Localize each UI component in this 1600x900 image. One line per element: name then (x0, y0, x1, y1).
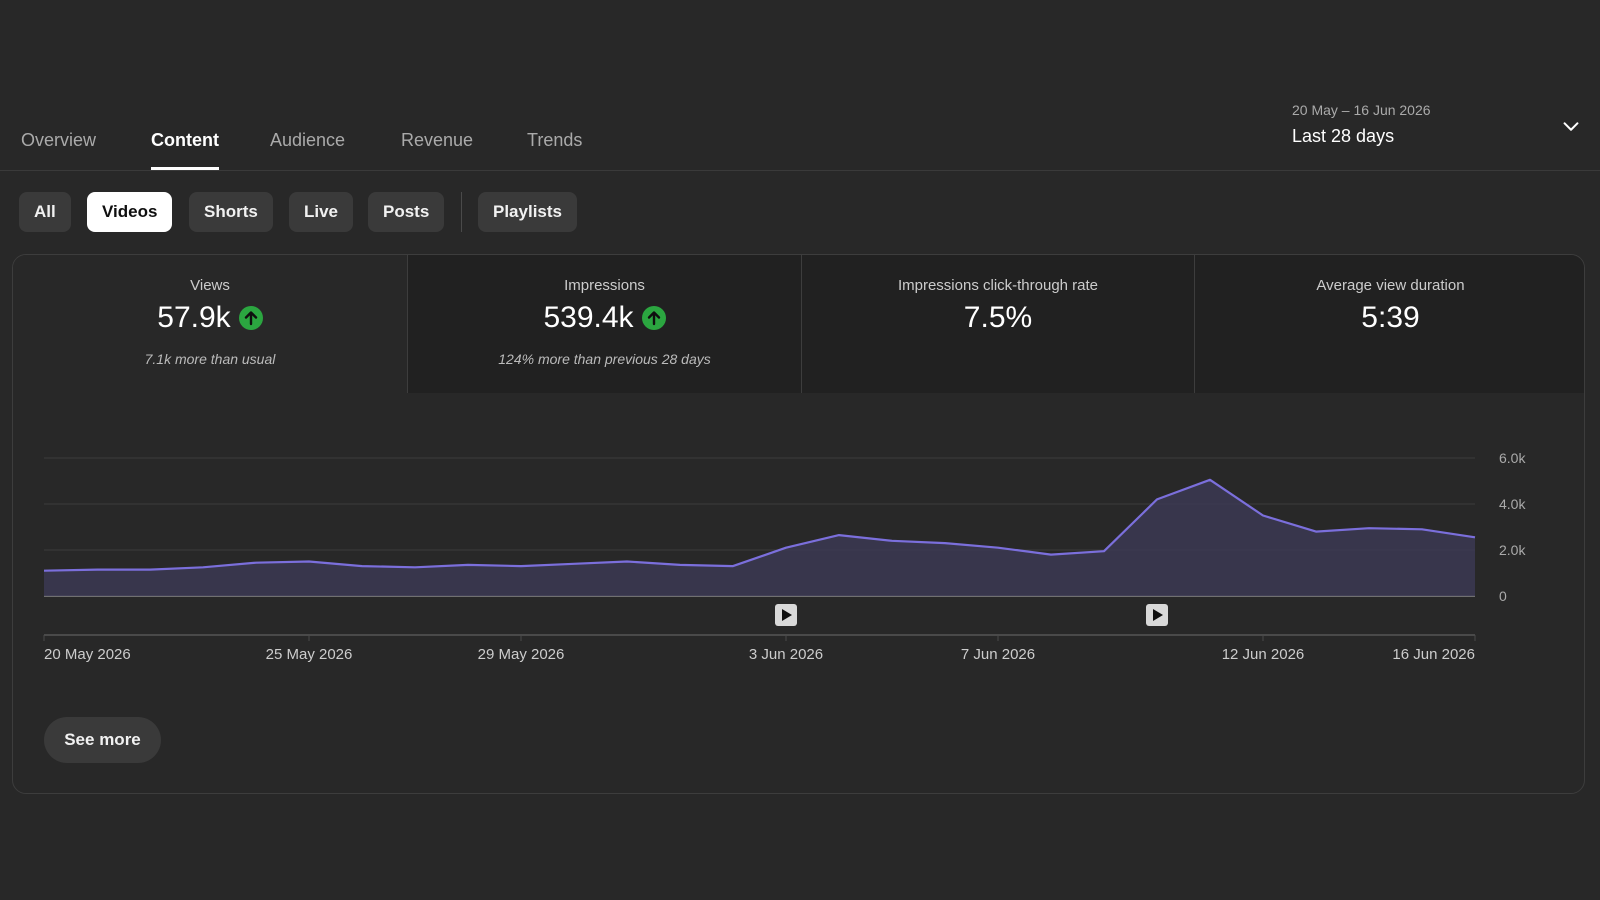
x-tick-label: 3 Jun 2026 (749, 646, 823, 663)
date-range-text: 20 May – 16 Jun 2026 (1292, 102, 1431, 118)
x-tick-label: 7 Jun 2026 (961, 646, 1035, 663)
chip-shorts[interactable]: Shorts (189, 192, 273, 232)
x-tick-label: 20 May 2026 (44, 646, 131, 663)
tab-audience[interactable]: Audience (270, 130, 346, 150)
metric-value-text: 7.5% (963, 301, 1033, 334)
views-chart: 6.0k 4.0k 2.0k 0 20 May 2026 25 May 2026 29 Ma… (43, 450, 1526, 663)
metric-comparison: 124% more than previous 28 days (498, 351, 711, 367)
chip-posts[interactable]: Posts (368, 192, 445, 232)
metric-value: 7.5% (802, 301, 1194, 335)
metric-label: Impressions click-through rate (897, 277, 1099, 294)
metric-value-text: 57.9k (157, 301, 231, 334)
tab-revenue[interactable]: Revenue (401, 130, 474, 150)
chip-playlists[interactable]: Playlists (478, 192, 577, 232)
chevron-down-icon (1563, 122, 1579, 131)
views-area (44, 479, 1475, 596)
metric-value: 57.9k (13, 301, 407, 335)
analytics-card: Views 57.9k 7.1k more than usual Impress… (12, 254, 1585, 794)
play-icon (782, 609, 792, 621)
metric-impressions[interactable]: Impressions 539.4k 124% more than previo… (407, 255, 801, 393)
date-range-picker[interactable]: 20 May – 16 Jun 2026 Last 28 days (1292, 98, 1582, 156)
metric-value: 539.4k (408, 301, 801, 335)
chip-all[interactable]: All (19, 192, 71, 232)
views-line (43, 478, 1476, 572)
chip-videos[interactable]: Videos (87, 192, 173, 232)
x-tick-label: 12 Jun 2026 (1222, 646, 1305, 663)
y-tick-label: 2.0k (1499, 542, 1526, 558)
tab-content[interactable]: Content (151, 120, 219, 170)
x-tick-label: 16 Jun 2026 (1392, 646, 1475, 663)
metric-comparison: 7.1k more than usual (144, 351, 276, 367)
metric-views[interactable]: Views 57.9k 7.1k more than usual (13, 255, 407, 393)
tab-trends[interactable]: Trends (527, 130, 583, 150)
x-tick-label: 25 May 2026 (266, 646, 353, 663)
metric-label: Impressions (564, 277, 645, 294)
chip-live[interactable]: Live (289, 192, 354, 232)
play-icon (1153, 609, 1163, 621)
metric-label: Average view duration (1316, 277, 1465, 294)
see-more-button[interactable]: See more (44, 717, 161, 763)
metric-value: 5:39 (1195, 301, 1584, 335)
date-range-label: Last 28 days (1292, 126, 1395, 146)
x-tick-label: 29 May 2026 (478, 646, 565, 663)
chip-separator (461, 192, 462, 232)
y-tick-label: 6.0k (1499, 450, 1526, 466)
y-tick-label: 4.0k (1499, 496, 1526, 512)
y-tick-label: 0 (1499, 588, 1507, 604)
metric-label: Views (190, 277, 230, 294)
tab-divider (0, 170, 1600, 171)
metric-value-text: 5:39 (1361, 301, 1420, 334)
tab-overview[interactable]: Overview (21, 130, 97, 150)
metric-ctr[interactable]: Impressions click-through rate 7.5% (801, 255, 1194, 393)
trend-up-icon (238, 306, 263, 330)
metric-avg-view-duration[interactable]: Average view duration 5:39 (1194, 255, 1584, 393)
metric-value-text: 539.4k (543, 301, 634, 334)
trend-up-icon (641, 306, 666, 330)
